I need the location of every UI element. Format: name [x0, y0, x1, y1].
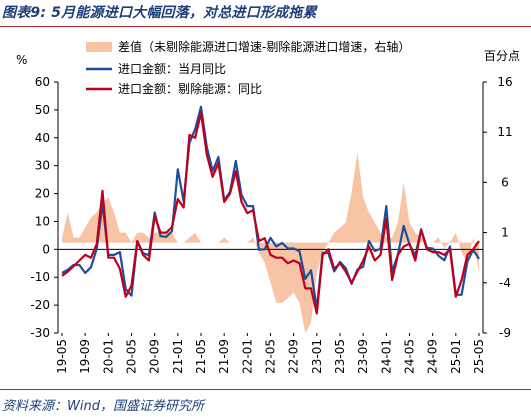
left-tick-label: 10 — [35, 214, 50, 228]
x-tick-label: 25-05 — [472, 339, 486, 374]
x-tick-label: 23-05 — [333, 339, 347, 374]
x-tick-label: 23-09 — [356, 339, 370, 374]
right-tick-label: -4 — [499, 276, 511, 290]
x-tick-label: 22-01 — [240, 339, 254, 374]
line-series-ex-energy — [61, 111, 480, 315]
x-tick-label: 23-01 — [310, 339, 324, 374]
left-tick-label: -10 — [30, 270, 50, 284]
x-tick-label: 20-01 — [101, 339, 115, 374]
x-tick-label: 20-05 — [125, 339, 139, 374]
x-tick-label: 24-05 — [403, 339, 417, 374]
x-tick-label: 25-01 — [449, 339, 463, 374]
left-tick-label: 0 — [42, 242, 50, 256]
right-tick-label: 6 — [501, 175, 509, 189]
left-tick-label: 40 — [35, 131, 50, 145]
left-tick-label: 30 — [35, 159, 50, 173]
x-tick-label: 22-05 — [264, 339, 278, 374]
legend-label: 进口金额：当月同比 — [118, 61, 226, 76]
right-axis-unit: 百分点 — [484, 49, 520, 63]
area-series-diff — [62, 152, 479, 333]
legend-label: 差值（未剔除能源进口增速-剔除能源进口增速，右轴） — [118, 39, 410, 54]
x-tick-label: 19-09 — [78, 339, 92, 374]
left-tick-label: 20 — [35, 187, 50, 201]
x-tick-label: 21-01 — [171, 339, 185, 374]
left-axis-unit: % — [16, 53, 27, 67]
title-rule — [0, 26, 531, 27]
x-tick-label: 20-09 — [148, 339, 162, 374]
left-tick-label: -30 — [30, 326, 50, 340]
left-tick-label: -20 — [30, 298, 50, 312]
left-tick-label: 60 — [35, 75, 50, 89]
x-tick-label: 22-09 — [287, 339, 301, 374]
source-rule — [0, 389, 531, 390]
x-tick-label: 19-05 — [55, 339, 69, 374]
x-tick-label: 21-09 — [217, 339, 231, 374]
legend-swatch-area — [86, 42, 112, 52]
x-tick-label: 24-01 — [379, 339, 393, 374]
right-tick-label: -9 — [499, 326, 511, 340]
right-tick-label: 11 — [497, 125, 512, 139]
legend-label: 进口金额：剔除能源：同比 — [118, 81, 262, 96]
figure-title: 图表9: 5月能源进口大幅回落，对总进口形成拖累 — [2, 5, 317, 21]
x-tick-label: 21-05 — [194, 339, 208, 374]
right-tick-label: 16 — [497, 75, 512, 89]
left-tick-label: 50 — [35, 103, 50, 117]
source-note: 资料来源：Wind，国盛证券研究所 — [2, 399, 204, 414]
x-tick-label: 24-09 — [426, 339, 440, 374]
right-tick-label: 1 — [501, 226, 509, 240]
